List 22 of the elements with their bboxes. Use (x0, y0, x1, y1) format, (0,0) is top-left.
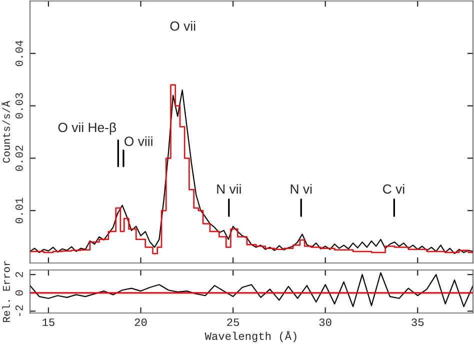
annotation: O vii He-β (58, 122, 116, 135)
y-tick-label: 0.03 (15, 93, 23, 118)
y-axis-title: Rel. Error (2, 261, 10, 322)
y-tick-label: 0.02 (15, 146, 23, 171)
y-tick-label: 0.04 (15, 40, 23, 66)
y-tick-label: -2 (15, 305, 23, 316)
x-tick-label: 15 (42, 318, 54, 326)
y-tick-label: 0 (15, 290, 23, 296)
annotation: O viii (124, 136, 152, 146)
x-tick-label: 35 (412, 318, 424, 326)
y-tick-label: 2 (15, 272, 23, 278)
annotation: N vii (217, 184, 241, 194)
x-tick-label: 25 (227, 318, 240, 326)
y-axis-title: Counts/s/Å (2, 100, 10, 163)
x-tick-label: 20 (134, 318, 147, 326)
annotation: C vi (383, 184, 404, 194)
annotation: O vii (170, 21, 196, 31)
y-tick-label: 0.01 (15, 198, 23, 224)
x-tick-label: 30 (319, 318, 332, 326)
annotation: N vi (290, 184, 312, 194)
x-axis-title: Wavelength (Å) (204, 330, 296, 342)
line-series (30, 272, 473, 308)
